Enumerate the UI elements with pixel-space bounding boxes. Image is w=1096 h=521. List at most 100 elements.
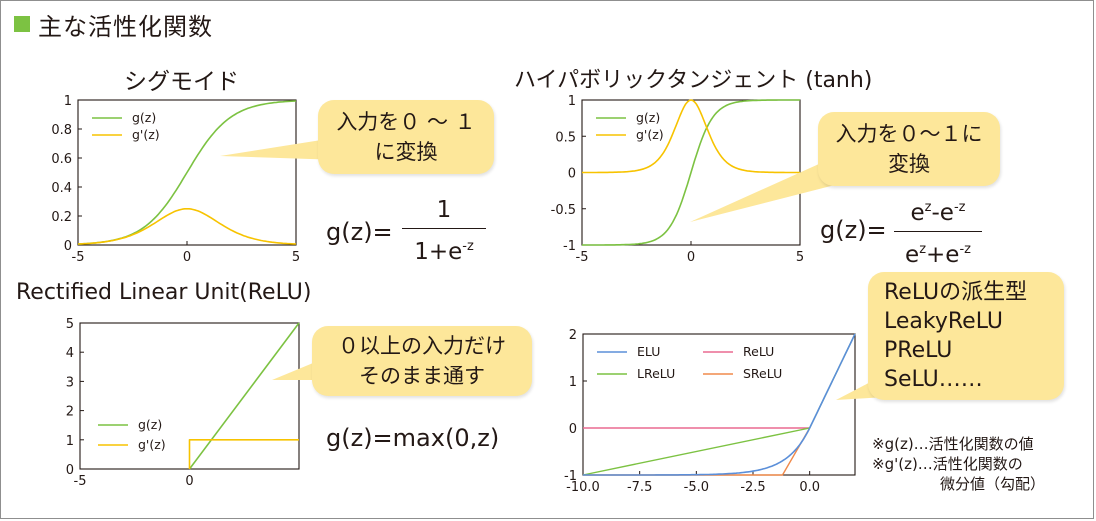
title-text: 主な活性化関数 [38, 12, 213, 41]
legend-label: ReLU [743, 344, 774, 359]
elu-line [583, 333, 856, 476]
tanh-num-exp2: -z [953, 200, 966, 215]
variants-bubble-line-4: SeLU…… [884, 367, 983, 392]
tanh-den-e2: +e [926, 242, 960, 268]
sigmoid-gprime-line [77, 208, 297, 245]
relu-bubble-line-2: そのまま通す [359, 364, 485, 388]
x-tick-label: -2.5 [740, 480, 765, 495]
y-tick-label: 1 [64, 94, 72, 109]
y-tick-label: -1 [564, 469, 577, 484]
lrelu-line [582, 333, 856, 476]
sigmoid-heading: シグモイド [124, 69, 239, 95]
variants-bubble-line-1: ReLUの派生型 [884, 280, 1028, 305]
relu-gprime-line [188, 438, 299, 469]
y-tick-label: 4 [66, 346, 74, 361]
tanh-bubble: 入力を０～１に 変換 [818, 112, 1000, 186]
tanh-heading: ハイパボリックタンジェント (tanh) [514, 68, 873, 93]
sigmoid-formula-lhs: g(z)= [326, 218, 393, 246]
sigmoid-den-base: 1+e [414, 239, 463, 265]
y-tick-label: -0.5 [551, 203, 576, 218]
sigmoid-bubble-line-2: に変換 [374, 140, 438, 164]
y-tick-label: 2 [66, 405, 74, 420]
x-tick-label: 5 [292, 250, 300, 265]
y-tick-label: 3 [66, 375, 74, 390]
y-tick-label: 0 [64, 239, 72, 254]
x-tick-label: 5 [796, 250, 804, 265]
fraction-bar [402, 228, 486, 229]
x-tick-label: -10.0 [566, 480, 600, 495]
y-tick-label: 5 [66, 317, 74, 332]
legend-label: g(z) [132, 110, 156, 125]
y-tick-label: 1 [568, 94, 576, 109]
tanh-gprime-line [582, 99, 800, 174]
y-tick-label: 0 [568, 167, 576, 182]
tanh-den-e1: e [905, 242, 920, 268]
tanh-formula-lhs: g(z)= [820, 216, 887, 244]
fraction-bar [894, 231, 982, 232]
tanh-num-exp1: z [924, 200, 932, 215]
relu-bubble: ０以上の入力だけ そのまま通す [312, 326, 532, 396]
tanh-num-e1: e [910, 200, 925, 226]
figure-title: 主な活性化関数 [14, 10, 213, 41]
y-tick-label: -1 [563, 239, 576, 254]
legend-label: g'(z) [138, 437, 166, 452]
note-1: ※g(z)…活性化関数の値 [872, 435, 1034, 453]
relu-bubble-line-1: ０以上の入力だけ [338, 334, 506, 358]
legend-label: ELU [637, 344, 660, 359]
sigmoid-bubble: 入力を０ ～ １ に変換 [318, 100, 494, 174]
y-tick-label: 0.8 [51, 123, 72, 138]
tanh-formula-fraction: ez-e-z ez+e-z [894, 194, 982, 269]
variants-bubble: ReLUの派生型 LeakyReLU PReLU SeLU…… [868, 272, 1064, 400]
y-tick-label: 0.4 [51, 181, 72, 196]
y-tick-label: 0 [569, 422, 577, 437]
title-square-icon [14, 16, 30, 32]
note-3: 微分値（勾配） [940, 475, 1046, 493]
tanh-num-e2: -e [931, 200, 954, 226]
y-tick-label: 1 [569, 375, 577, 390]
x-tick-label: 0 [183, 250, 191, 265]
relu-heading: Rectified Linear Unit(ReLU) [16, 280, 312, 305]
x-tick-label: -5 [576, 250, 589, 265]
y-tick-label: 0.6 [51, 152, 72, 167]
tanh-bubble-line-2: 変換 [888, 152, 930, 176]
x-tick-label: -7.5 [627, 480, 652, 495]
x-tick-label: 0 [185, 474, 193, 489]
y-tick-label: 0.2 [51, 210, 72, 225]
y-tick-label: 2 [569, 328, 577, 343]
bubble-pointer [220, 138, 340, 160]
tanh-den-exp1: z [919, 242, 927, 257]
sigmoid-formula-fraction: 1 1+e-z [402, 196, 486, 266]
y-tick-label: 0 [66, 463, 74, 478]
sigmoid-bubble-line-1: 入力を０ ～ １ [336, 110, 476, 134]
note-2: ※g'(z)…活性化関数の [872, 455, 1023, 473]
y-tick-label: 0.5 [555, 130, 576, 145]
tanh-den-exp2: -z [959, 242, 971, 257]
relu-g-line [188, 322, 300, 470]
tanh-formula-numerator: ez-e-z [894, 194, 982, 227]
x-tick-label: 0.0 [799, 480, 820, 495]
sigmoid-formula-denominator: 1+e-z [402, 233, 486, 266]
x-tick-label: -5.0 [684, 480, 709, 495]
legend-label: g(z) [636, 110, 660, 125]
variants-chart: -10.0 -7.5 -5.0 -2.5 0.0 -1 0 1 2 ELU ReLU LReLU SRe… [564, 328, 856, 495]
x-tick-label: -5 [74, 474, 87, 489]
legend-label: g'(z) [636, 127, 664, 142]
relu-formula: g(z)=max(0,z) [326, 424, 500, 452]
tanh-formula-denominator: ez+e-z [894, 236, 982, 269]
variants-bubble-line-2: LeakyReLU [884, 309, 1003, 334]
legend-label: SReLU [743, 366, 782, 381]
tanh-bubble-line-1: 入力を０～１に [835, 122, 983, 146]
sigmoid-g-line [77, 100, 297, 245]
legend-label: LReLU [637, 366, 675, 381]
plot-frame [582, 333, 856, 476]
x-tick-label: -5 [72, 250, 85, 265]
tanh-g-line [582, 99, 800, 246]
sigmoid-formula-numerator: 1 [436, 197, 452, 223]
legend-label: g(z) [138, 417, 162, 432]
sigmoid-chart: -5 0 500.20.40.60.81g(z)g'(z) [51, 94, 300, 265]
sigmoid-den-exp: -z [462, 239, 474, 254]
tanh-chart: -5 0 5 -1 -0.5 0 0.5 1 g(z) g'(z) [551, 94, 805, 265]
legend-label: g'(z) [132, 127, 160, 142]
